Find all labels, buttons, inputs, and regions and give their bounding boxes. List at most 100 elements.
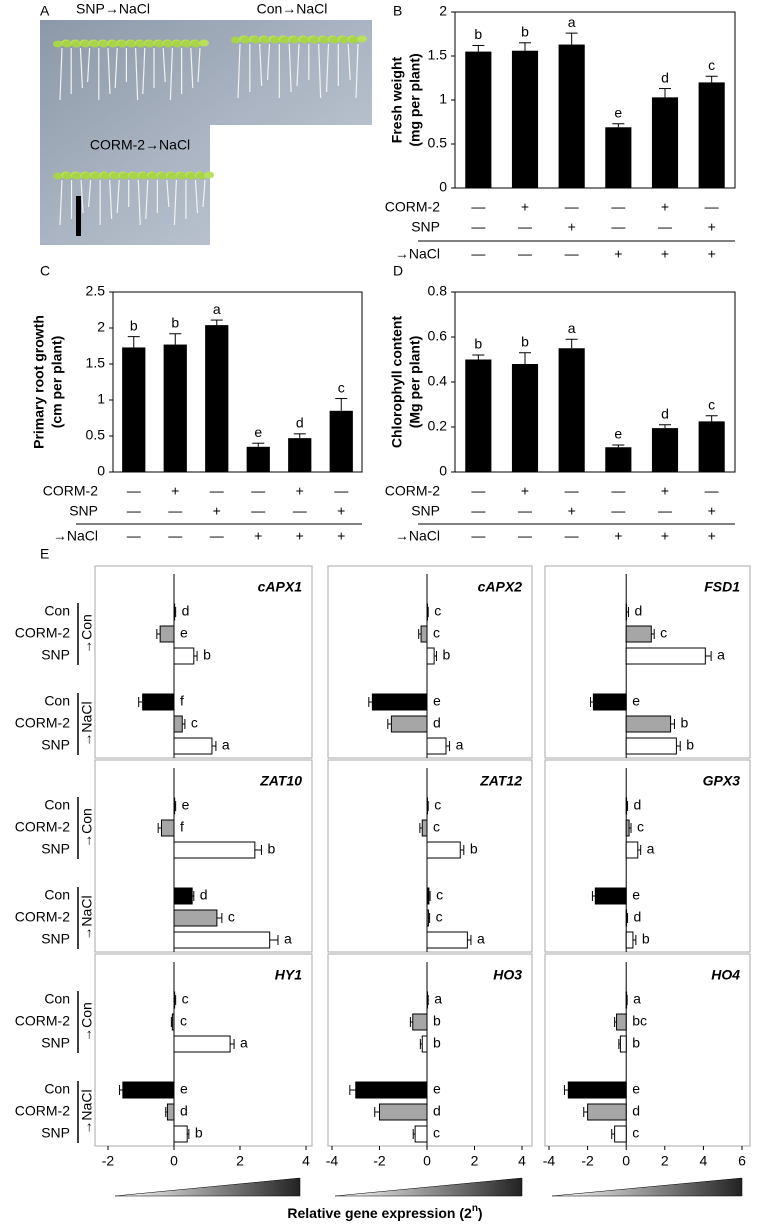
leaf	[319, 36, 330, 44]
significance-letter: d	[296, 415, 304, 431]
significance-letter: d	[180, 1103, 188, 1119]
error-bar	[626, 913, 629, 923]
significance-letter: d	[635, 603, 643, 619]
error-bar	[428, 891, 431, 901]
root	[166, 179, 170, 208]
error-bar	[335, 398, 348, 411]
leaf	[81, 172, 92, 180]
treatment-sign: +	[708, 219, 716, 235]
error-bar	[374, 1107, 380, 1117]
row-label: SNP	[41, 841, 70, 857]
error-bar	[427, 607, 429, 617]
y-tick-label: 0.2	[428, 418, 448, 434]
root	[87, 47, 91, 83]
bar	[594, 887, 627, 905]
treatment-sign: —	[127, 483, 141, 499]
significance-letter: a	[434, 991, 442, 1007]
y-tick-label: 0	[439, 179, 447, 195]
treatment-sign: —	[210, 483, 224, 499]
panel-frame	[327, 953, 533, 1147]
group-label: →Con	[79, 808, 95, 848]
bar	[625, 931, 634, 949]
error-bar	[230, 1039, 235, 1049]
gene-name: cAPX2	[478, 579, 523, 595]
root	[347, 43, 351, 81]
panel-label: D	[393, 263, 403, 279]
treatment-sign: —	[611, 219, 625, 235]
panel-frame	[544, 759, 751, 953]
significance-letter: c	[182, 991, 189, 1007]
panel-frame	[544, 565, 751, 759]
leaf	[191, 40, 201, 48]
treatment-label: SNP	[411, 503, 440, 519]
root	[190, 47, 194, 89]
error-bar	[193, 651, 198, 661]
bar	[173, 841, 256, 859]
plot-frame	[112, 291, 363, 473]
error-bar	[591, 891, 596, 901]
treatment-label: →NaCl	[53, 528, 98, 544]
bar	[511, 50, 539, 188]
error-bar	[427, 801, 429, 811]
significance-letter: b	[195, 1125, 203, 1141]
bar	[558, 348, 585, 472]
x-axis-label-text: )	[478, 1205, 483, 1221]
y-tick-label: 0	[97, 463, 105, 479]
row-label: CORM-2	[15, 819, 70, 835]
significance-letter: c	[708, 396, 715, 412]
bar	[567, 1081, 627, 1099]
x-tick-label: 0	[423, 1153, 431, 1169]
root	[202, 179, 206, 208]
error-bar	[119, 1085, 123, 1095]
error-bar	[419, 1039, 423, 1049]
significance-letter: b	[171, 314, 179, 330]
leaf	[89, 40, 100, 48]
leaf	[290, 36, 300, 44]
bar	[426, 931, 468, 949]
error-bar	[659, 88, 671, 98]
x-axis-label-text: Relative gene expression (2	[287, 1205, 472, 1221]
treatment-label: CORM-2	[385, 199, 440, 215]
row-label: Con	[44, 887, 70, 903]
photo-decor	[53, 35, 367, 226]
treatment-sign: +	[296, 528, 304, 544]
seedling-photo	[40, 20, 372, 245]
leaf	[157, 172, 168, 180]
error-bar	[626, 995, 628, 1005]
y-axis-label: Chlorophyll content	[389, 316, 405, 449]
root	[116, 179, 120, 214]
y-tick-label: 0.5	[428, 135, 448, 151]
bar	[421, 1035, 428, 1053]
row-label: SNP	[41, 647, 70, 663]
significance-letter: b	[680, 715, 688, 731]
bar	[698, 421, 725, 472]
error-bar	[174, 801, 177, 811]
bar	[698, 82, 725, 188]
significance-letter: c	[434, 797, 441, 813]
significance-letter: a	[633, 991, 641, 1007]
leaf	[117, 40, 128, 48]
significance-letter: a	[647, 841, 655, 857]
significance-letter: d	[200, 887, 208, 903]
error-bar	[565, 32, 578, 45]
bar	[122, 347, 146, 472]
leaf	[186, 172, 197, 180]
error-bar	[254, 845, 262, 855]
error-bar	[216, 913, 223, 923]
bar	[173, 909, 218, 927]
significance-letter: d	[661, 69, 669, 85]
photo-label: Con→NaCl	[257, 1, 328, 17]
treatment-sign: +	[521, 483, 529, 499]
error-bar	[670, 719, 675, 729]
y-axis-label: Fresh weight	[389, 56, 405, 143]
error-bar	[611, 1129, 615, 1139]
significance-letter: b	[521, 333, 529, 349]
leaf	[53, 172, 63, 180]
significance-letter: a	[568, 14, 576, 30]
significance-letter: c	[191, 715, 198, 731]
bar	[426, 647, 435, 665]
treatment-sign: —	[565, 199, 579, 215]
leaf	[148, 172, 159, 180]
bar	[558, 44, 585, 189]
